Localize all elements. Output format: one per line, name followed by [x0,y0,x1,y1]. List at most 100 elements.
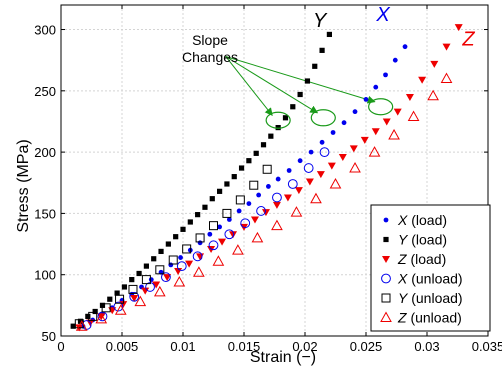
data-point [178,255,183,260]
data-point [158,248,164,255]
x-tick-label: 0.03 [414,339,439,354]
x-tick-label: 0.035 [472,339,502,354]
data-point [371,128,380,136]
data-marks [70,24,463,332]
data-point [224,229,235,240]
data-point [368,146,381,157]
data-point [250,216,259,224]
data-point [108,307,117,315]
data-point [115,294,125,304]
data-point [246,158,252,164]
data-point [173,234,179,240]
legend-marker [383,217,389,223]
data-point [222,208,232,218]
data-point [161,272,171,283]
data-point [212,255,225,266]
data-point [218,238,227,246]
data-point [114,304,127,315]
x-tick-label: 0.025 [350,339,383,354]
legend-entry: Y (load) [398,232,447,248]
data-point [114,290,120,296]
data-point [319,147,330,158]
x-tick-label: 0 [57,339,64,354]
data-point [251,231,264,243]
curve-label-z: Z [461,28,475,50]
data-point [388,128,400,140]
data-point [312,63,318,69]
y-tick-label: 200 [34,145,56,160]
data-point [77,318,84,324]
data-point [121,284,128,290]
data-point [305,178,314,186]
x-axis-label: Strain (−) [250,349,316,366]
data-point [207,231,213,237]
data-point [402,44,408,50]
x-tick-label: 0.015 [228,339,261,354]
annotation-line-2: Changes [182,49,238,65]
data-point [155,265,165,275]
data-point [238,165,245,171]
data-point [192,251,203,262]
data-point [272,201,281,209]
data-point [209,221,218,231]
series-x-unload [81,147,330,330]
legend-box [370,204,491,332]
data-point [352,109,358,115]
annotation-arrow [225,56,376,104]
data-point [92,308,98,315]
legend-entry: X (unload) [397,271,463,287]
data-point [130,294,139,302]
data-point [202,204,208,210]
data-point [180,226,186,232]
data-point [70,323,76,329]
data-point [326,31,332,38]
legend-entry: Z (load) [397,251,446,267]
series-y-unload [74,164,272,329]
data-point [341,120,347,126]
data-point [75,320,88,331]
y-tick-label: 50 [42,329,56,344]
data-point [197,240,203,246]
data-point [236,208,242,214]
data-point [407,110,420,122]
data-point [231,174,237,180]
data-point [226,217,232,222]
data-point [196,253,205,261]
data-point [187,219,193,225]
data-point [95,312,108,324]
x-tick-label: 0.01 [170,339,195,354]
data-point [168,255,178,265]
legend-marker [381,273,391,284]
data-point [262,164,272,174]
data-point [129,291,140,302]
y-tick-label: 150 [34,206,56,221]
data-point [454,24,463,32]
data-point [217,224,223,230]
axis-ticks: 0 0.005 0.01 0.015 0.02 0.025 0.03 0.035 50 100 15… [34,5,502,354]
data-point [290,206,303,217]
data-point [185,260,194,268]
data-point [363,96,369,102]
data-point [85,313,91,319]
plot-frame [60,4,489,337]
data-point [393,108,402,116]
data-point [113,301,124,312]
data-point [290,104,296,110]
x-tick-label: 0.005 [106,339,139,354]
data-point [275,176,281,182]
data-point [152,281,161,289]
data-point [349,145,358,153]
data-point [304,78,311,84]
data-point [165,241,171,247]
slope-change-ellipse [368,98,394,116]
data-point [136,270,142,277]
legend-entry: Z (unload) [397,310,462,326]
data-point [240,218,251,229]
data-point [224,181,230,187]
slope-change-ellipse [310,109,336,127]
data-point [134,295,147,307]
y-axis-label: Stress (MPa) [15,139,32,232]
data-point [141,287,150,295]
series-z-unload [75,72,453,331]
